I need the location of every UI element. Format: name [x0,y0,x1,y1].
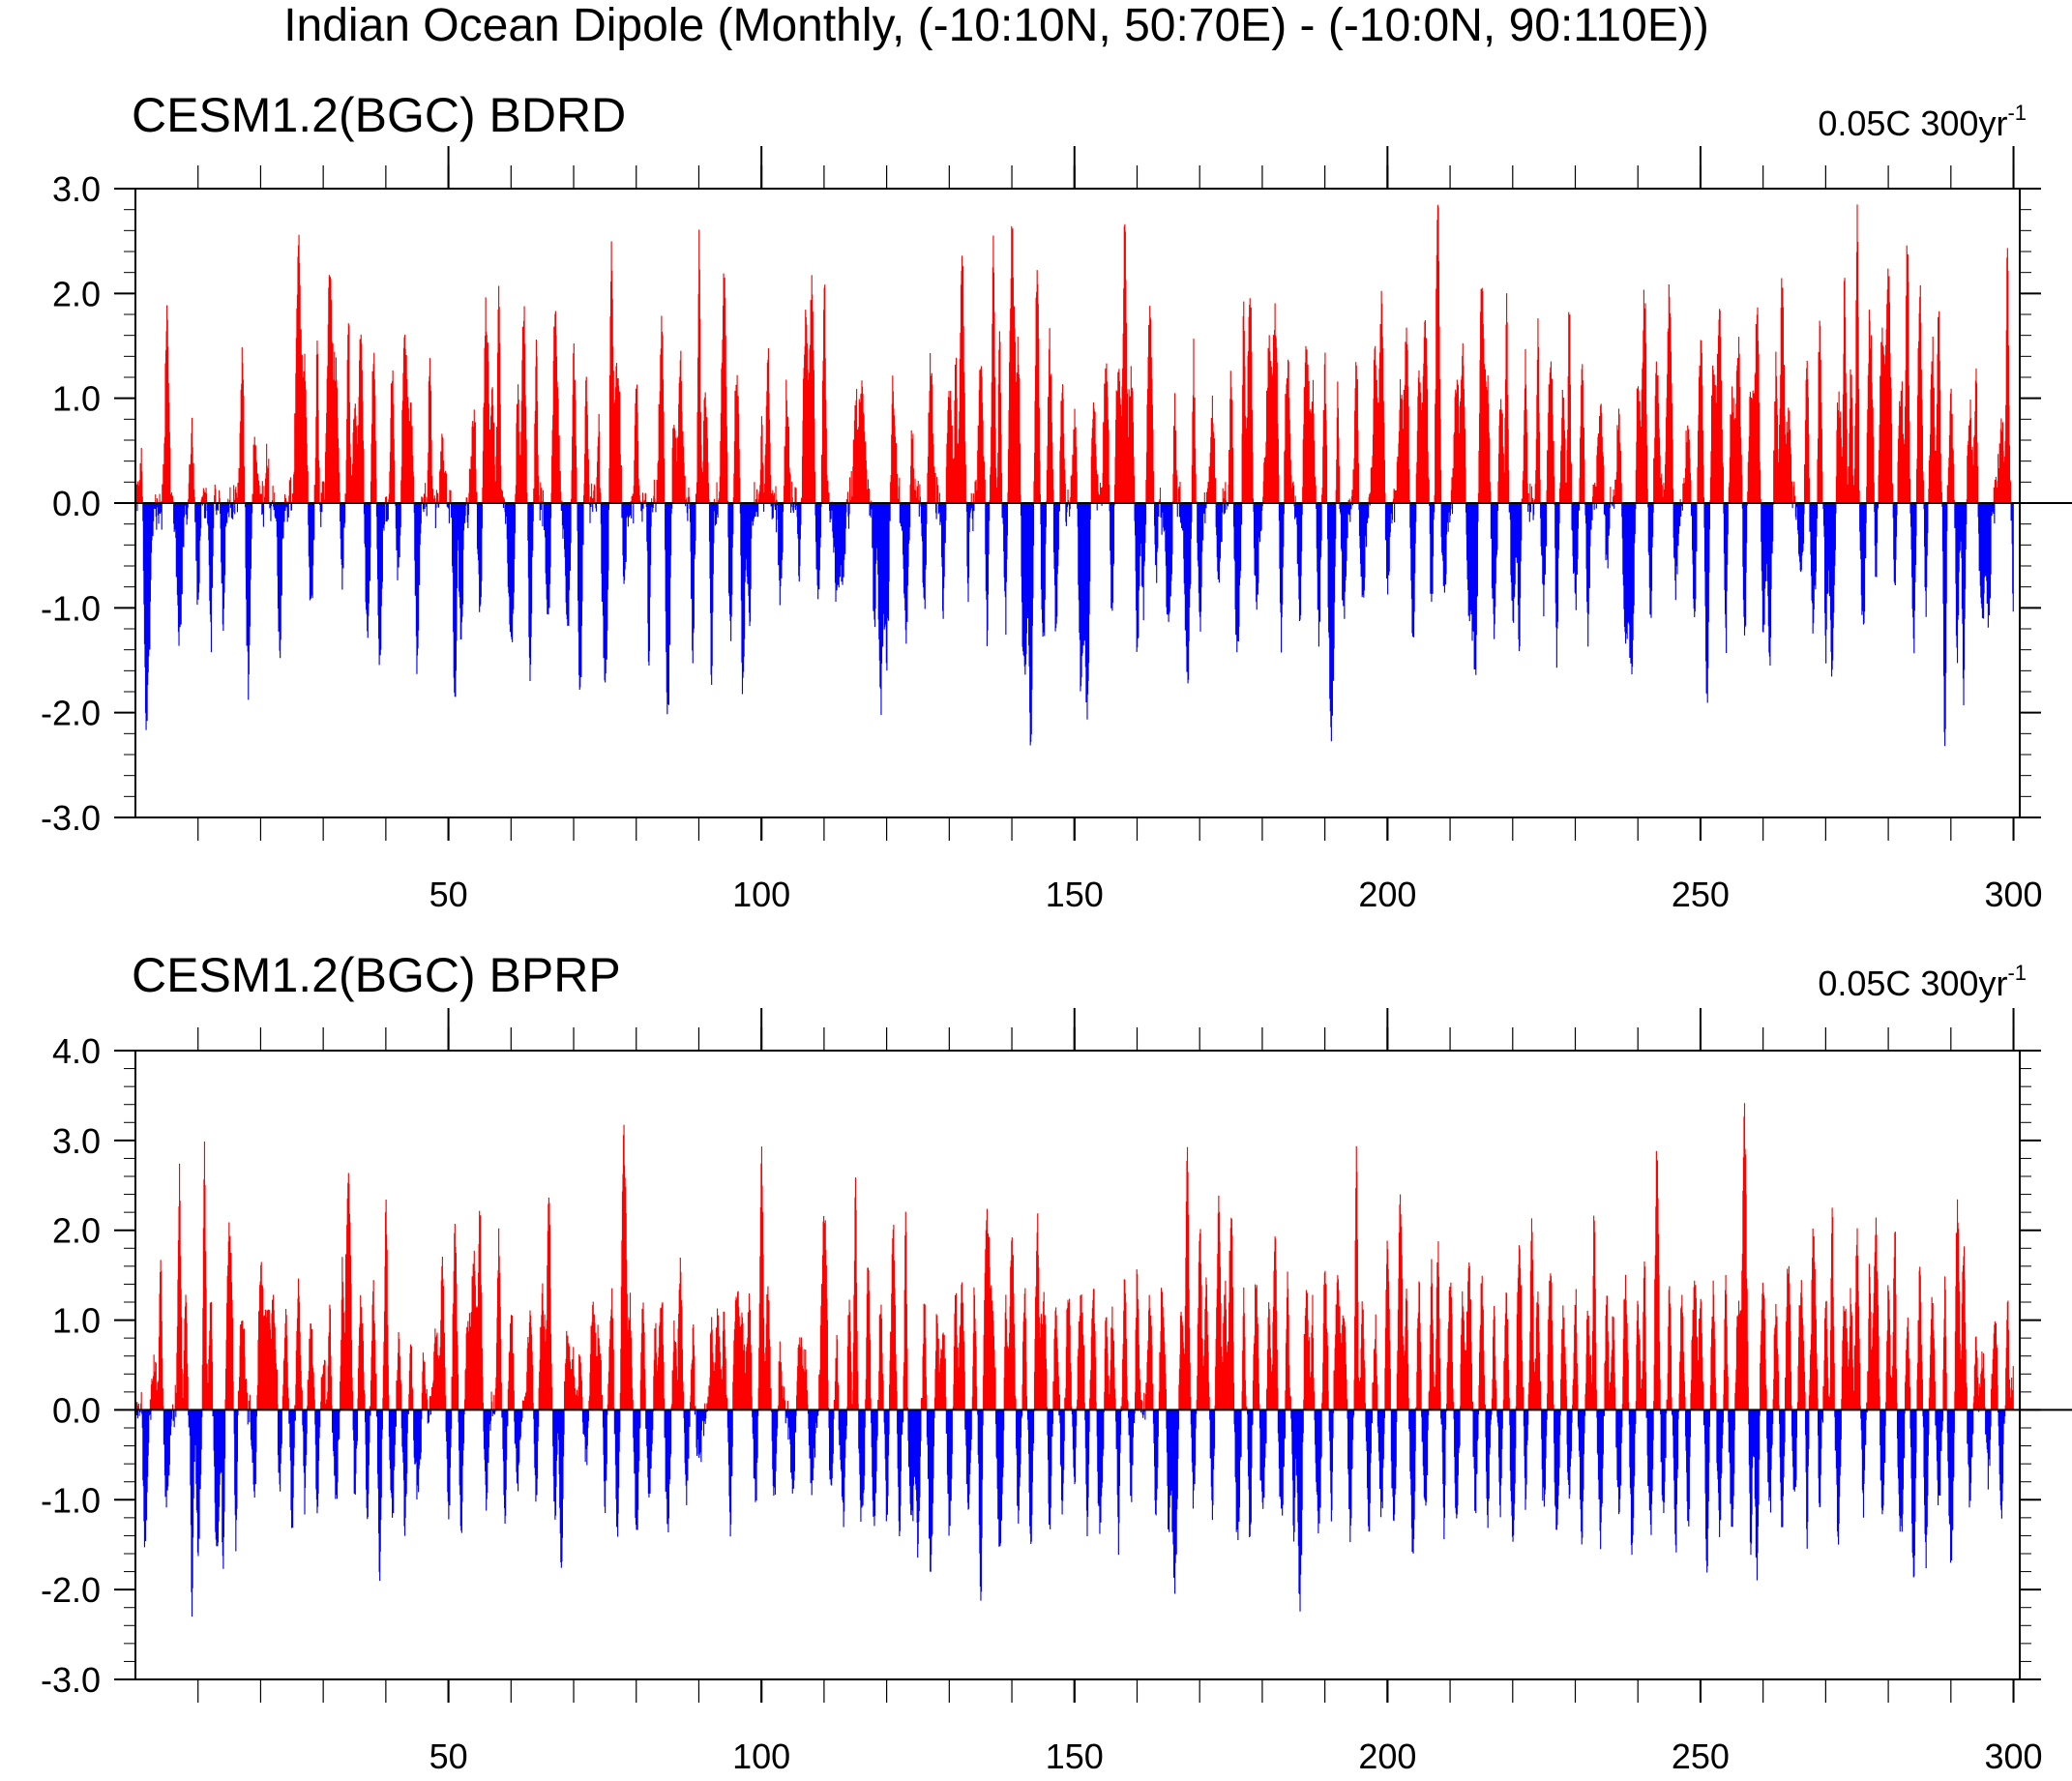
y-tick-label: 3.0 [52,1121,101,1161]
y-tick-label: -1.0 [41,588,101,628]
panel-bdrd: CESM1.2(BGC) BDRD 0.05C 300yr-1 -3.0 -2.0… [41,88,2072,914]
axes-container: -3.0 -2.0 -1.0 0.0 1.0 2.0 3.0 50 100 150 200 250 30… [41,146,2072,914]
bars-container [134,1103,2014,1618]
y-tick-label: 2.0 [52,274,101,313]
positive-bars [134,204,2012,504]
x-tick-label: 300 [1984,875,2042,914]
y-tick-label: 0.0 [52,1390,101,1430]
y-tick-label: 3.0 [52,169,101,209]
trend-label: 0.05C 300yr-1 [1818,101,2027,143]
x-tick-label: 100 [732,1736,790,1776]
plot-frame [134,188,2021,818]
x-tick-label: 150 [1046,875,1104,914]
y-tick-label: 1.0 [52,1301,101,1341]
y-tick-label: -1.0 [41,1480,101,1520]
x-tick-label: 300 [1984,1736,2042,1776]
x-tick-label: 250 [1672,875,1730,914]
x-tick-label: 200 [1358,875,1416,914]
y-tick-label: -3.0 [41,798,101,838]
y-tick-label: 2.0 [52,1211,101,1251]
plot-frame [134,1050,2021,1680]
x-tick-label: 150 [1046,1736,1104,1776]
negative-bars [135,502,2014,747]
axes-container: -3.0 -2.0 -1.0 0.0 1.0 2.0 3.0 4.0 50 100 150 200 25… [41,1008,2072,1776]
x-tick-label: 250 [1672,1736,1730,1776]
y-tick-label: -3.0 [41,1660,101,1700]
y-tick-label: 1.0 [52,379,101,419]
x-tick-label: 50 [429,1736,468,1776]
y-tick-label: 4.0 [52,1031,101,1071]
x-tick-label: 50 [429,875,468,914]
x-tick-label: 200 [1358,1736,1416,1776]
figure-title: Indian Ocean Dipole (Monthly, (-10:10N, … [283,0,1709,51]
panel-bprp: CESM1.2(BGC) BPRP 0.05C 300yr-1 -3.0 -2.0… [41,948,2072,1776]
y-tick-label: -2.0 [41,1570,101,1610]
panel-title: CESM1.2(BGC) BPRP [132,948,621,1002]
panel-title: CESM1.2(BGC) BDRD [132,88,626,142]
x-tick-label: 100 [732,875,790,914]
trend-label: 0.05C 300yr-1 [1818,961,2027,1003]
bars-container [134,204,2014,747]
y-tick-label: 0.0 [52,484,101,523]
negative-bars [135,1410,2006,1618]
positive-bars [134,1103,2014,1410]
y-tick-label: -2.0 [41,694,101,733]
